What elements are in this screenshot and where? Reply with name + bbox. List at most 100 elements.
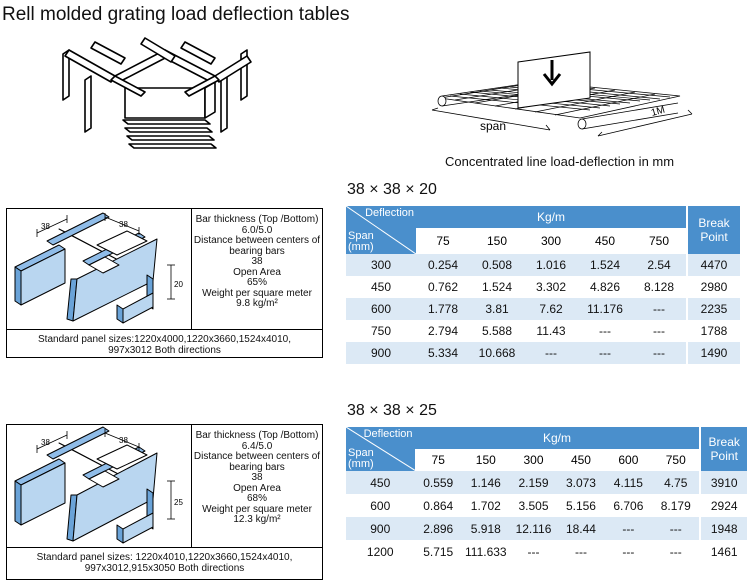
load-col: 750 [632,228,687,254]
deflection-table-2: Deflection Span (mm) Kg/m Break Point 75 1… [346,427,747,563]
spec-line: Open Area [233,482,281,494]
table-row: 600 1.778 3.81 7.62 11.176 --- 2235 [346,298,740,320]
spec-line: 65% [246,277,267,288]
value-cell: --- [632,320,687,342]
load-col: 450 [557,449,605,471]
span-cell: 600 [346,298,416,320]
value-cell: --- [578,320,632,342]
value-cell: 3.505 [509,494,558,517]
span-cell: 1200 [346,540,415,563]
figure-caption: Concentrated line load-deflection in mm [445,154,675,169]
panel-sizes-1: Standard panel sizes:1220x4000,1220x3660… [7,330,322,359]
value-cell: --- [632,298,687,320]
load-col: 450 [578,228,632,254]
value-cell: 3.302 [524,276,578,298]
load-header: Kg/m [416,206,687,228]
value-cell: 11.43 [524,320,578,342]
value-cell: 7.62 [524,298,578,320]
break-cell: 2924 [699,494,747,517]
spec-line: 38 [251,472,263,483]
value-cell: --- [557,540,605,563]
spec-line: bearing bars [229,461,285,473]
span-cell: 900 [346,342,416,364]
spec-line: 68% [246,493,267,504]
value-cell: --- [604,540,653,563]
value-cell: 2.54 [632,254,687,276]
spec-line: Distance between centers of [193,235,321,246]
load-col: 300 [524,228,578,254]
break-cell: 3910 [699,471,747,494]
dim-a-label: 38 [41,438,50,447]
table-corner-header: Deflection Span (mm) [346,206,416,254]
spec-line: 6.4/5.0 [241,440,273,452]
span-cell: 300 [346,254,416,276]
table-row: 450 0.762 1.524 3.302 4.826 8.128 2980 [346,276,740,298]
break-cell: 1461 [699,540,747,563]
grating-section-drawing-2: 38 38 25 [7,425,192,547]
break-point-header: Break Point [699,427,747,471]
spec-line: Weight per square meter [202,503,312,515]
dim-height-label: 20 [174,280,183,289]
panel-line: Standard panel sizes:1220x4000,1220x3660… [38,334,291,345]
value-cell: 0.762 [416,276,470,298]
deflection-header: Deflection [363,428,413,440]
value-cell: 111.633 [461,540,510,563]
spec-line: Bar thickness (Top /Bottom) [195,214,319,225]
table-row: 900 2.896 5.918 12.116 18.44 --- --- 194… [346,517,747,540]
load-col: 300 [509,449,558,471]
span-header: Span (mm) [348,447,374,470]
table-row: 1200 5.715 111.633 --- --- --- --- 1461 [346,540,747,563]
value-cell: --- [578,342,632,364]
value-cell: 8.128 [632,276,687,298]
span-header: Span (mm) [348,230,374,253]
value-cell: 0.254 [416,254,470,276]
load-col: 75 [414,449,462,471]
value-cell: 6.706 [604,494,653,517]
value-cell: 0.508 [470,254,524,276]
spec-line: Open Area [233,266,281,278]
break-cell: 2235 [686,298,740,320]
span-cell: 600 [346,494,415,517]
load-col: 75 [416,228,470,254]
value-cell: 1.016 [524,254,578,276]
value-cell: 2.159 [509,471,558,494]
value-cell: 5.918 [461,517,510,540]
dim-b-label: 38 [119,436,128,445]
value-cell: 3.81 [470,298,524,320]
spec-line: 12.3 kg/m² [233,514,281,525]
value-cell: 11.176 [578,298,632,320]
table-row: 300 0.254 0.508 1.016 1.524 2.54 4470 [346,254,740,276]
table-corner-header: Deflection Span (mm) [346,427,416,471]
value-cell: 3.073 [557,471,605,494]
value-cell: --- [509,540,558,563]
load-header: Kg/m [414,427,701,449]
value-cell: 1.702 [461,494,510,517]
table-row: 750 2.794 5.588 11.43 --- --- 1788 [346,320,740,342]
load-col: 750 [652,449,701,471]
value-cell: --- [652,517,701,540]
spec-line: 6.0/5.0 [241,224,273,236]
break-point-header: Break Point [686,206,740,254]
value-cell: 4.826 [578,276,632,298]
value-cell: --- [652,540,701,563]
value-cell: --- [632,342,687,364]
grating-structure-drawing [62,37,252,149]
value-cell: 0.864 [414,494,462,517]
span-cell: 750 [346,320,416,342]
spec-box-2: 38 38 25 Bar thickness (Top /Bottom) 6.4… [6,424,323,580]
value-cell: 2.896 [414,517,462,540]
value-cell: 10.668 [470,342,524,364]
break-cell: 4470 [686,254,740,276]
table-row: 600 0.864 1.702 3.505 5.156 6.706 8.179 … [346,494,747,517]
value-cell: 18.44 [557,517,605,540]
page-title: Rell molded grating load deflection tabl… [2,4,350,25]
section-1-title: 38 × 38 × 20 [347,181,437,198]
deflection-table-1: Deflection Span (mm) Kg/m Break Point 75 1… [346,206,740,364]
break-cell: 1490 [686,342,740,364]
section-2-title: 38 × 38 × 25 [347,402,437,419]
value-cell: 1.146 [461,471,510,494]
width-label: 1M [650,105,666,119]
value-cell: 2.794 [416,320,470,342]
load-col: 150 [461,449,510,471]
value-cell: 12.116 [509,517,558,540]
